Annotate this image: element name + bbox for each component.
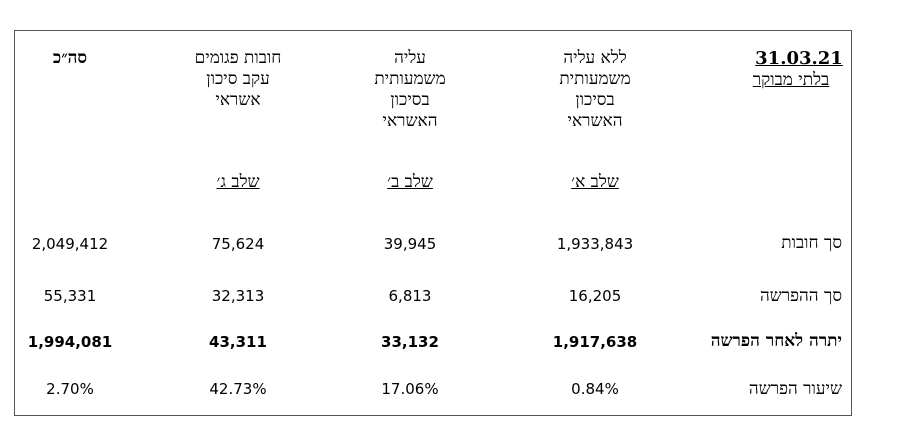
cell-value: 39,945 <box>383 235 437 253</box>
row-label-balance-after-provision: יתרה לאחר הפרשה <box>710 331 842 351</box>
cell-value: 16,205 <box>568 287 622 305</box>
stage-label: שלב ג׳ <box>216 172 260 192</box>
table-frame <box>14 30 852 416</box>
column-header-line: חובות פגומים <box>194 48 282 68</box>
cell-value: 75,624 <box>211 235 265 253</box>
column-header-total: סה״כ <box>52 48 88 68</box>
column-header-line: עקב סיכון <box>206 69 270 89</box>
column-header-line: האשראי <box>567 111 623 131</box>
cell-value: 1,917,638 <box>552 333 638 351</box>
column-header-line: האשראי <box>382 111 438 131</box>
column-header-line: ללא עליה <box>563 48 627 68</box>
cell-value: 55,331 <box>43 287 97 305</box>
column-header-line: עליה <box>394 48 426 68</box>
column-header-line: משמעותית <box>559 69 631 89</box>
cell-value: 43,311 <box>209 333 267 351</box>
cell-value: 0.84% <box>571 380 619 398</box>
cell-value: 17.06% <box>381 380 439 398</box>
row-label-provision-rate: שיעור הפרשה <box>748 379 842 399</box>
column-header-line: בסיכון <box>575 90 615 110</box>
cell-value: 2.70% <box>46 380 94 398</box>
date-subtitle: בלתי מבוקר <box>752 70 830 90</box>
cell-value: 1,933,843 <box>556 235 634 253</box>
stage-label: שלב א׳ <box>571 172 619 192</box>
cell-value: 42.73% <box>209 380 267 398</box>
cell-value: 1,994,081 <box>27 333 113 351</box>
cell-value: 2,049,412 <box>31 235 109 253</box>
column-header-line: משמעותית <box>374 69 446 89</box>
date-header: 31.03.21 <box>755 48 843 69</box>
row-label-total-debts: סך חובות <box>781 233 842 253</box>
cell-value: 33,132 <box>381 333 439 351</box>
row-label-total-provision: סך ההפרשה <box>759 286 842 306</box>
column-header-line: אשראי <box>215 90 261 110</box>
cell-value: 6,813 <box>388 287 432 305</box>
stage-label: שלב ב׳ <box>387 172 433 192</box>
cell-value: 32,313 <box>211 287 265 305</box>
column-header-line: בסיכון <box>390 90 430 110</box>
